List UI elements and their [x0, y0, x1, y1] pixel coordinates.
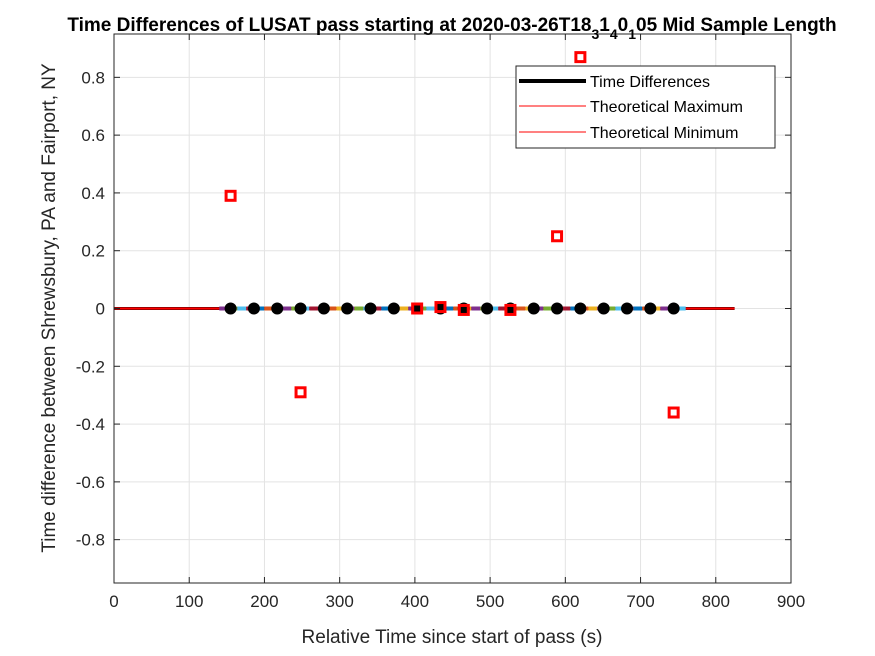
- data-point: [644, 302, 657, 315]
- band-segment: [237, 306, 247, 311]
- band-segment: [489, 306, 499, 311]
- black-points: [224, 302, 680, 315]
- ticks: 0 100 200 300 400 500 600 700 800 900 -0.8 -0.6 -0.4…: [76, 34, 805, 611]
- band-segment: [381, 306, 391, 311]
- title-subscript: 4: [610, 26, 618, 42]
- data-point: [667, 302, 680, 315]
- band-segment: [264, 306, 274, 311]
- data-point: [527, 302, 540, 315]
- band-segment: [219, 306, 229, 311]
- band-segment: [372, 306, 382, 311]
- y-tick-label: -0.4: [76, 415, 105, 434]
- red-squares: [224, 51, 680, 419]
- data-point: [481, 302, 494, 315]
- y-tick-label: 0.8: [81, 68, 105, 87]
- band-segment: [498, 306, 508, 311]
- band-segment: [543, 306, 553, 311]
- red-square-marker: [434, 301, 447, 314]
- band-segment: [678, 306, 686, 311]
- y-tick-label: -0.2: [76, 357, 105, 376]
- x-tick-label: 400: [401, 592, 429, 611]
- red-square-marker: [294, 386, 307, 399]
- x-tick-label: 900: [777, 592, 805, 611]
- chart-title: Time Differences of LUSAT pass starting …: [67, 15, 836, 42]
- red-square-marker: [411, 302, 424, 315]
- band-segment: [660, 306, 670, 311]
- title-segment: 1: [599, 15, 610, 36]
- legend-label-theoretical-minimum: Theoretical Minimum: [590, 125, 738, 142]
- y-tick-label: -0.6: [76, 473, 105, 492]
- band-segment: [471, 306, 481, 311]
- legend-label-theoretical-maximum: Theoretical Maximum: [590, 99, 743, 116]
- y-tick-label: 0: [96, 300, 105, 319]
- red-square-marker: [551, 230, 564, 243]
- title-subscript: 1: [628, 26, 636, 42]
- band-segment: [615, 306, 625, 311]
- band-segment: [399, 306, 409, 311]
- legend-label-time-differences: Time Differences: [590, 74, 710, 91]
- x-tick-label: 200: [250, 592, 278, 611]
- y-axis-label: Time difference between Shrewsbury, PA a…: [39, 63, 60, 553]
- title-segment: 05 Mid Sample Length: [636, 15, 837, 36]
- band-segment: [426, 306, 436, 311]
- red-square-marker: [504, 303, 517, 316]
- band-segment: [606, 306, 616, 311]
- title-subscript: 3: [591, 26, 599, 42]
- x-tick-label: 100: [175, 592, 203, 611]
- red-square-marker: [457, 303, 470, 316]
- data-point: [224, 302, 237, 315]
- title-segment: Time Differences of LUSAT pass starting …: [67, 15, 591, 36]
- data-point: [294, 302, 307, 315]
- legend: Time Differences Theoretical Maximum The…: [515, 65, 776, 149]
- x-tick-label: 700: [626, 592, 654, 611]
- colored-band: [219, 306, 686, 311]
- data-point: [621, 302, 634, 315]
- band-segment: [336, 306, 346, 311]
- data-point: [387, 302, 400, 315]
- band-segment: [354, 306, 364, 311]
- band-segment: [327, 306, 337, 311]
- band-segment: [444, 306, 454, 311]
- red-square-marker: [224, 189, 237, 202]
- data-point: [317, 302, 330, 315]
- band-segment: [588, 306, 598, 311]
- band-segment: [309, 306, 319, 311]
- data-point: [341, 302, 354, 315]
- data-point: [364, 302, 377, 315]
- x-tick-label: 500: [476, 592, 504, 611]
- data-point: [271, 302, 284, 315]
- title-segment: 0: [618, 15, 629, 36]
- data-point: [574, 302, 587, 315]
- y-tick-label: 0.6: [81, 126, 105, 145]
- y-tick-label: 0.4: [81, 184, 105, 203]
- x-tick-label: 300: [325, 592, 353, 611]
- y-tick-label: 0.2: [81, 242, 105, 261]
- band-segment: [516, 306, 526, 311]
- data-point: [247, 302, 260, 315]
- band-segment: [561, 306, 571, 311]
- band-segment: [282, 306, 292, 311]
- red-square-marker: [667, 406, 680, 419]
- red-square-marker: [574, 51, 587, 64]
- x-tick-label: 600: [551, 592, 579, 611]
- x-axis-label: Relative Time since start of pass (s): [302, 627, 603, 648]
- data-point: [597, 302, 610, 315]
- y-tick-label: -0.8: [76, 531, 105, 550]
- x-tick-label: 800: [702, 592, 730, 611]
- data-point: [551, 302, 564, 315]
- band-segment: [633, 306, 643, 311]
- x-tick-label: 0: [109, 592, 118, 611]
